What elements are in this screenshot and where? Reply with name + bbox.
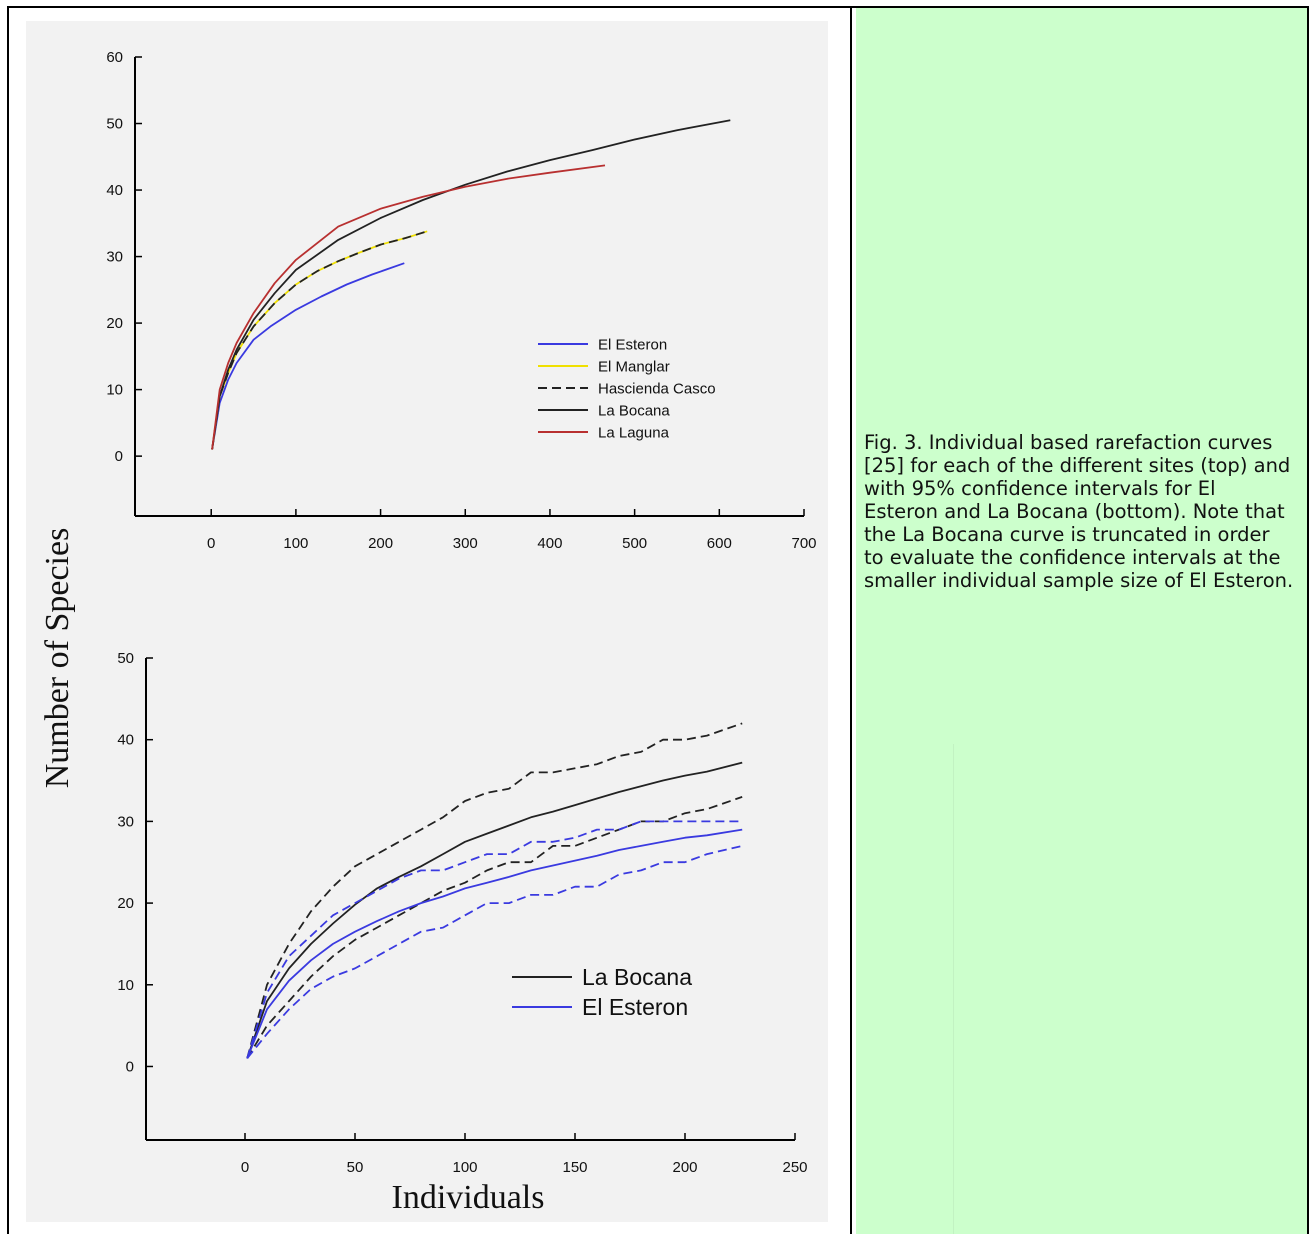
x-tick-label: 700 <box>791 535 816 552</box>
series-line-la-laguna <box>211 164 606 450</box>
figure-panel <box>26 21 828 1222</box>
x-axis-title: Individuals <box>392 1179 545 1216</box>
legend-label: El Esteron <box>582 994 688 1020</box>
x-tick-label: 150 <box>562 1159 587 1176</box>
y-tick-label: 60 <box>106 49 123 66</box>
x-tick-label: 100 <box>452 1159 477 1176</box>
x-tick-label: 50 <box>347 1159 364 1176</box>
x-tick-label: 250 <box>782 1159 807 1176</box>
y-tick-label: 10 <box>117 977 134 994</box>
y-tick-label: 20 <box>117 895 134 912</box>
x-tick-label: 400 <box>537 535 562 552</box>
panel-rule <box>953 744 954 1234</box>
y-tick-label: 0 <box>126 1058 134 1075</box>
rarefaction-chart-bottom: 0 10 20 30 40 50 0 50 100 150 200 250 La Bocana El Es… <box>117 650 807 1176</box>
x-tick-label: 100 <box>283 535 308 552</box>
legend-label: Hascienda Casco <box>598 380 716 397</box>
y-tick-label: 30 <box>106 249 123 266</box>
x-tick-label: 0 <box>241 1159 249 1176</box>
y-tick-label: 10 <box>106 382 123 399</box>
y-tick-label: 40 <box>106 182 123 199</box>
x-tick-label: 300 <box>453 535 478 552</box>
series-line-la-bocana <box>211 119 731 450</box>
legend-label: La Laguna <box>598 424 670 441</box>
x-tick-label: 600 <box>707 535 732 552</box>
y-tick-label: 40 <box>117 732 134 749</box>
y-tick-label: 0 <box>115 448 123 465</box>
y-tick-label: 50 <box>106 116 123 133</box>
series-line-el-esteron <box>211 262 405 450</box>
y-tick-label: 50 <box>117 650 134 667</box>
series-line-el-esteron <box>246 828 743 1059</box>
table-frame <box>7 6 1309 1234</box>
legend-label: El Manglar <box>598 358 670 375</box>
caption-panel: Fig. 3. Individual based rarefaction cur… <box>856 8 1307 1234</box>
series-line-la-bocana <box>246 761 743 1059</box>
y-tick-label: 30 <box>117 813 134 830</box>
y-tick-label: 20 <box>106 315 123 332</box>
legend-label: El Esteron <box>598 336 667 353</box>
series-line-ci-bound-1 <box>246 722 743 1059</box>
column-divider <box>850 6 852 1234</box>
legend-label: La Bocana <box>582 964 692 990</box>
series-line-ci-bound-4 <box>246 820 743 1059</box>
y-axis-title: Number of Species <box>39 528 76 789</box>
x-tick-label: 500 <box>622 535 647 552</box>
legend-label: La Bocana <box>598 402 670 419</box>
series-line-hascienda-casco <box>211 230 428 450</box>
x-tick-label: 200 <box>672 1159 697 1176</box>
x-tick-label: 200 <box>368 535 393 552</box>
figure-caption: Fig. 3. Individual based rarefaction cur… <box>864 431 1294 592</box>
x-tick-label: 0 <box>207 535 215 552</box>
